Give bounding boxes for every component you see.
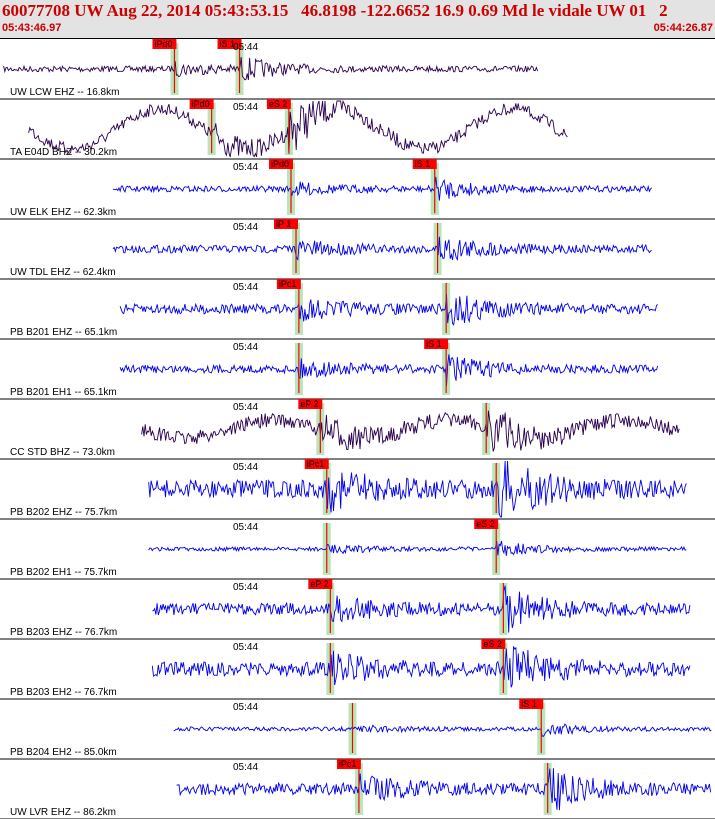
station-label: PB B204 EH2 -- 85.0km <box>10 747 117 758</box>
trace-row[interactable]: iPd0 eS 2 05:44 TA E04D BHZ -- 30.2km <box>0 99 715 160</box>
time-mark: 05:44 <box>233 702 258 713</box>
pick-label-bg <box>424 339 449 349</box>
time-mark: 05:44 <box>233 42 258 53</box>
time-mark: 05:44 <box>233 282 258 293</box>
time-mark: 05:44 <box>233 342 258 353</box>
station-label: PB B203 EHZ -- 76.7km <box>10 627 117 638</box>
window-start-time: 05:43:46.97 <box>2 22 62 34</box>
waveform <box>119 293 659 326</box>
pick-label-bg <box>519 699 544 709</box>
trace-row[interactable]: eS 2 05:44 PB B203 EH2 -- 76.7km <box>0 639 715 700</box>
station-label: UW ELK EHZ -- 62.3km <box>10 207 116 218</box>
pick-label[interactable]: eS 2 <box>269 99 288 109</box>
pick-label-bg <box>481 639 506 649</box>
time-mark: 05:44 <box>233 582 258 593</box>
time-mark: 05:44 <box>233 102 258 113</box>
time-mark: 05:44 <box>233 762 258 773</box>
seismogram-panel[interactable]: iPd0 iS 1 05:44 UW LCW EHZ -- 16.8km iPd0 eS … <box>0 38 715 819</box>
time-mark: 05:44 <box>233 522 258 533</box>
station-label: PB B202 EHZ -- 75.7km <box>10 507 117 518</box>
pick-label[interactable]: iS 1 <box>220 39 236 49</box>
pick-label-bg <box>276 279 301 289</box>
pick-label[interactable]: iS 1 <box>415 159 431 169</box>
trace-row[interactable]: iPc1 05:44 PB B202 EHZ -- 75.7km <box>0 459 715 520</box>
pick-label[interactable]: eS 2 <box>476 519 495 529</box>
waveform <box>151 646 691 688</box>
waveform <box>141 410 680 452</box>
pick-label[interactable]: eP 2 <box>300 399 318 409</box>
waveform <box>119 354 659 387</box>
station-label: PB B203 EH2 -- 76.7km <box>10 687 117 698</box>
station-label: UW LCW EHZ -- 16.8km <box>10 87 119 98</box>
trace-row[interactable]: eP 2 05:44 CC STD BHZ -- 73.0km <box>0 399 715 460</box>
pick-label[interactable]: iPc1 <box>279 279 297 289</box>
waveform <box>152 585 691 633</box>
trace-row[interactable]: iPc1 05:44 UW LVR EHZ -- 86.2km <box>0 759 715 819</box>
trace-row[interactable]: eS 2 05:44 PB B202 EH1 -- 75.7km <box>0 519 715 580</box>
waveform <box>176 768 712 811</box>
trace-row[interactable]: iPd0 iS 105:44 UW LCW EHZ -- 16.8km <box>0 39 715 100</box>
trace-row[interactable]: iP 1 05:44 UW TDL EHZ -- 62.4km <box>0 219 715 280</box>
time-mark: 05:44 <box>233 642 258 653</box>
pick-label[interactable]: iP 1 <box>276 219 291 229</box>
pick-label[interactable]: eP 2 <box>310 579 328 589</box>
trace-row[interactable]: iPc1 05:44 PB B201 EHZ -- 65.1km <box>0 279 715 340</box>
waveform <box>148 460 687 518</box>
pick-label[interactable]: iPc1 <box>339 759 357 769</box>
pick-label-bg <box>336 759 361 769</box>
pick-label-bg <box>217 39 242 49</box>
station-label: UW TDL EHZ -- 62.4km <box>10 267 116 278</box>
pick-label-bg <box>189 99 214 109</box>
pick-label-bg <box>269 159 294 169</box>
station-label: PB B201 EHZ -- 65.1km <box>10 327 117 338</box>
waveform <box>28 99 568 158</box>
pick-label[interactable]: iPd0 <box>271 159 289 169</box>
waveform <box>112 236 653 261</box>
event-header: 60077708 UW Aug 22, 2014 05:43:53.15 46.… <box>0 0 715 38</box>
pick-label-bg <box>152 39 177 49</box>
time-mark: 05:44 <box>233 162 258 173</box>
pick-label-bg <box>298 399 323 409</box>
waveform <box>148 540 687 556</box>
pick-label-bg <box>266 99 291 109</box>
time-mark: 05:44 <box>233 222 258 233</box>
pick-label-bg <box>308 579 333 589</box>
station-label: UW LVR EHZ -- 86.2km <box>10 807 116 818</box>
waveform <box>112 176 653 201</box>
pick-label[interactable]: eS 2 <box>483 639 502 649</box>
pick-label[interactable]: iS 1 <box>426 339 442 349</box>
trace-row[interactable]: iS 1 05:44 PB B201 EH1 -- 65.1km <box>0 339 715 400</box>
waveform <box>3 57 539 81</box>
time-mark: 05:44 <box>233 402 258 413</box>
trace-row[interactable]: iS 1 05:44 PB B204 EH2 -- 85.0km <box>0 699 715 760</box>
trace-row[interactable]: iPd0 iS 1 05:44 UW ELK EHZ -- 62.3km <box>0 159 715 220</box>
station-label: PB B201 EH1 -- 65.1km <box>10 387 117 398</box>
station-label: CC STD BHZ -- 73.0km <box>10 447 115 458</box>
waveform <box>173 723 712 737</box>
station-label: PB B202 EH1 -- 75.7km <box>10 567 117 578</box>
trace-row[interactable]: eP 2 05:44 PB B203 EHZ -- 76.7km <box>0 579 715 640</box>
pick-label[interactable]: iPd0 <box>192 99 210 109</box>
pick-label-bg <box>474 519 499 529</box>
pick-label-bg <box>412 159 437 169</box>
window-end-time: 05:44:26.87 <box>653 22 713 34</box>
pick-label-bg <box>274 219 299 229</box>
time-mark: 05:44 <box>233 462 258 473</box>
station-label: TA E04D BHZ -- 30.2km <box>10 147 117 158</box>
pick-label[interactable]: iS 1 <box>521 699 537 709</box>
pick-label-bg <box>304 459 329 469</box>
pick-label[interactable]: iPc1 <box>307 459 325 469</box>
event-title: 60077708 UW Aug 22, 2014 05:43:53.15 46.… <box>2 1 668 20</box>
pick-label[interactable]: iPd0 <box>154 39 172 49</box>
